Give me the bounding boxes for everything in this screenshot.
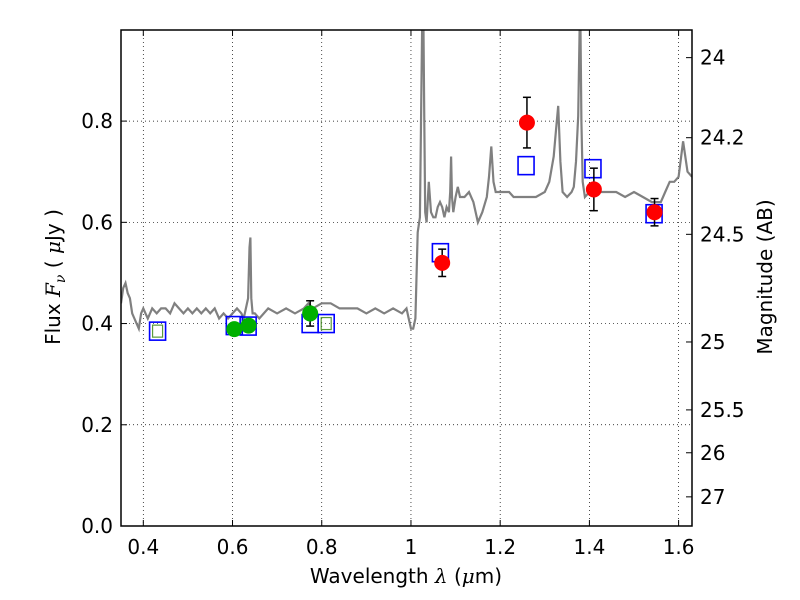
y2-axis-title: Magnitude (AB) (753, 199, 777, 354)
observed-point-red (585, 181, 602, 198)
x-axis-title: Wavelength λ (μm) (310, 564, 502, 588)
x-tick-label: 0.8 (306, 535, 338, 559)
observed-point-red (646, 204, 663, 221)
plot-frame (120, 29, 693, 527)
observed-point-red (518, 114, 535, 131)
spectrum-series (121, 30, 692, 333)
x-tick-label: 1 (405, 535, 418, 559)
observed-point-green (240, 317, 257, 334)
y2-tick-label: 24.2 (700, 126, 745, 150)
model-photometry-series (148, 155, 663, 341)
model-square (584, 158, 602, 179)
x-tick-label: 1.6 (663, 535, 695, 559)
y2-tick-label: 24 (700, 46, 725, 70)
y-tick-label: 0.8 (81, 109, 113, 133)
y-tick-label: 0.6 (81, 210, 113, 234)
filter-marker (320, 316, 332, 331)
observed-point-red (434, 254, 451, 271)
axis-ticks: 0.4 0.6 0.8 1 1.2 1.4 1.6 0.0 0.2 0.4 0.6 0.8 24 24.2… (81, 30, 745, 559)
y-tick-label: 0.2 (81, 413, 113, 437)
spectrum-line (121, 30, 692, 333)
y-tick-label: 0.0 (81, 514, 113, 538)
y2-tick-label: 27 (700, 485, 725, 509)
model-square (148, 321, 167, 341)
observed-point-green (302, 305, 319, 322)
y2-tick-label: 26 (700, 441, 725, 465)
y-tick-label: 0.4 (81, 312, 113, 336)
filter-marker (151, 324, 164, 338)
y2-tick-label: 25.5 (700, 398, 745, 422)
model-square (517, 155, 535, 176)
model-square (317, 313, 336, 334)
y-axis-title: Flux Fν ( μJy ) (41, 209, 69, 345)
x-tick-label: 1.4 (573, 535, 605, 559)
y2-tick-label: 25 (700, 330, 725, 354)
x-tick-label: 0.6 (217, 535, 249, 559)
y2-tick-label: 24.5 (700, 222, 745, 246)
observed-point-green (226, 321, 243, 338)
x-tick-label: 1.2 (484, 535, 516, 559)
grid-lines (121, 30, 692, 527)
x-tick-label: 0.4 (127, 535, 159, 559)
observed-photometry-series (226, 96, 663, 338)
